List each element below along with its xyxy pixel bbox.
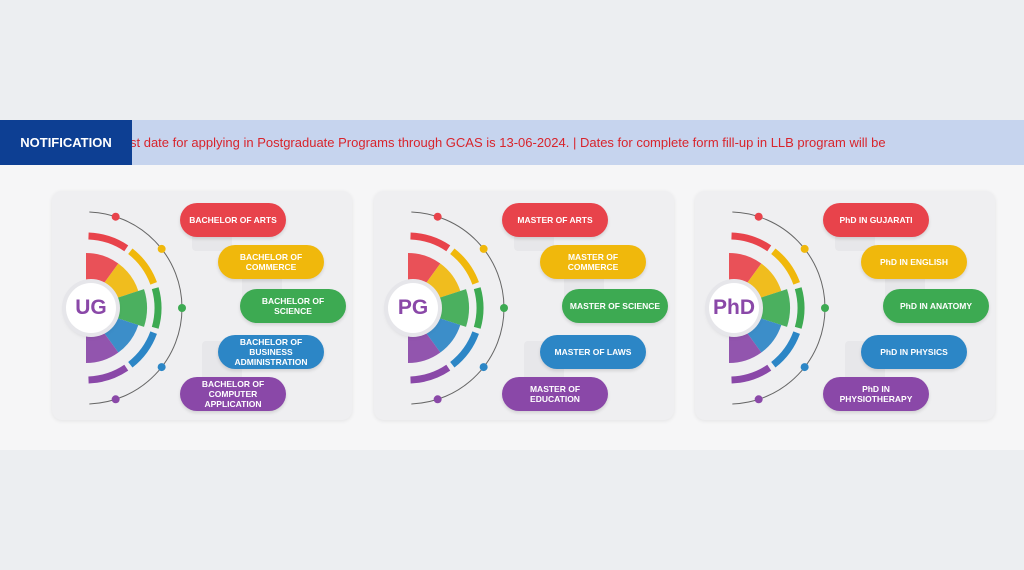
program-pill-master-of-laws[interactable]: MASTER OF LAWS [540, 335, 646, 369]
outer-arc-band [450, 248, 479, 285]
program-pill-phd-in-physics[interactable]: PhD IN PHYSICS [861, 335, 967, 369]
outer-arc-band [128, 331, 157, 368]
outer-arc-band [731, 364, 772, 384]
notification-bar: NOTIFICATION st date for applying in Pos… [0, 120, 1024, 165]
outer-arc-band [88, 364, 129, 384]
program-pill-bachelor-of-computer-application[interactable]: BACHELOR OF COMPUTER APPLICATION [180, 377, 286, 411]
arc-wedge [729, 289, 790, 327]
arc-wedge [408, 289, 469, 327]
program-pill-bachelor-of-business-administration[interactable]: BACHELOR OF BUSINESS ADMINISTRATION [218, 335, 324, 369]
connector-dot [157, 244, 166, 253]
outer-arc-band [771, 331, 800, 368]
connector-dot [157, 363, 166, 372]
connector-dot [500, 304, 508, 312]
connector-dot [754, 212, 763, 221]
connector-dot [821, 304, 829, 312]
program-pill-phd-in-gujarati[interactable]: PhD IN GUJARATI [823, 203, 929, 237]
program-pill-phd-in-physiotherapy[interactable]: PhD IN PHYSIOTHERAPY [823, 377, 929, 411]
level-badge-phd: PhD [709, 283, 759, 333]
program-pill-bachelor-of-science[interactable]: BACHELOR OF SCIENCE [240, 289, 346, 323]
outer-arc-band [450, 331, 479, 368]
program-card-ug[interactable]: UG BACHELOR OF ARTS BACHELOR OF COMMERCE… [52, 191, 352, 420]
program-pill-bachelor-of-arts[interactable]: BACHELOR OF ARTS [180, 203, 286, 237]
connector-dot [433, 212, 442, 221]
connector-dot [800, 244, 809, 253]
connector-dot [433, 395, 442, 404]
connector-dot [800, 363, 809, 372]
program-pill-bachelor-of-commerce[interactable]: BACHELOR OF COMMERCE [218, 245, 324, 279]
connector-dot [479, 363, 488, 372]
outer-arc-band [410, 232, 451, 252]
connector-dot [178, 304, 186, 312]
connector-dot [111, 395, 120, 404]
level-badge-ug: UG [66, 283, 116, 333]
program-pill-master-of-education[interactable]: MASTER OF EDUCATION [502, 377, 608, 411]
outer-arc-band [410, 364, 451, 384]
program-pill-master-of-science[interactable]: MASTER OF SCIENCE [562, 289, 668, 323]
notification-label: NOTIFICATION [0, 120, 132, 165]
notification-ticker-text[interactable]: st date for applying in Postgraduate Pro… [130, 135, 886, 150]
outer-arc-band [794, 287, 805, 329]
outer-arc-band [151, 287, 162, 329]
connector-dot [111, 212, 120, 221]
arc-wedge [86, 289, 147, 327]
outer-arc-band [473, 287, 484, 329]
connector-dot [479, 244, 488, 253]
outer-arc-band [88, 232, 129, 252]
program-pill-master-of-commerce[interactable]: MASTER OF COMMERCE [540, 245, 646, 279]
level-badge-pg: PG [388, 283, 438, 333]
program-card-phd[interactable]: PhD PhD IN GUJARATI PhD IN ENGLISH PhD I… [695, 191, 995, 420]
program-card-pg[interactable]: PG MASTER OF ARTS MASTER OF COMMERCE MAS… [374, 191, 674, 420]
outer-arc-band [731, 232, 772, 252]
outer-arc-band [128, 248, 157, 285]
outer-arc-band [771, 248, 800, 285]
program-pill-phd-in-anatomy[interactable]: PhD IN ANATOMY [883, 289, 989, 323]
connector-dot [754, 395, 763, 404]
program-pill-master-of-arts[interactable]: MASTER OF ARTS [502, 203, 608, 237]
program-pill-phd-in-english[interactable]: PhD IN ENGLISH [861, 245, 967, 279]
